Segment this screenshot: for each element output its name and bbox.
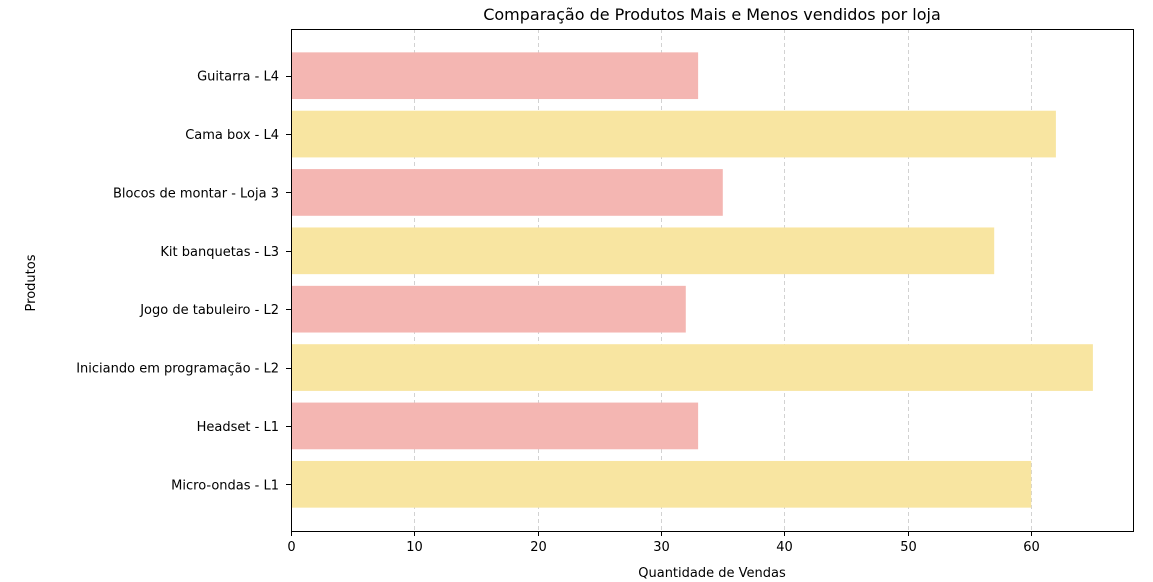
plot-frame	[291, 29, 1134, 532]
x-tick-label: 20	[530, 540, 547, 555]
bar	[291, 227, 995, 275]
x-tick-label: 0	[287, 540, 295, 555]
bar	[291, 344, 1093, 391]
bar	[291, 402, 699, 450]
bar	[291, 285, 686, 333]
x-tick-label: 10	[406, 540, 423, 555]
bars-layer	[291, 52, 1093, 508]
x-tick-label: 50	[900, 540, 917, 555]
ticks-layer: 0 10 20 30 40 50 60 Micro-ondas - L1 Headset - L…	[76, 70, 1040, 555]
x-tick-label: 30	[653, 540, 670, 555]
grid-layer	[291, 29, 1032, 531]
y-tick-label: Iniciando em programação - L2	[76, 362, 279, 377]
x-axis-title: Quantidade de Vendas	[638, 566, 786, 581]
y-tick-label: Micro-ondas - L1	[171, 478, 279, 493]
chart-title: Comparação de Produtos Mais e Menos vend…	[483, 5, 941, 24]
x-tick-label: 60	[1023, 540, 1040, 555]
y-axis-title: Produtos	[24, 254, 39, 311]
bar	[291, 460, 1032, 508]
y-tick-label: Kit banquetas - L3	[160, 245, 279, 260]
x-tick-label: 40	[776, 540, 793, 555]
y-tick-label: Headset - L1	[197, 420, 279, 435]
y-tick-label: Cama box - L4	[185, 128, 279, 143]
y-tick-label: Jogo de tabuleiro - L2	[139, 303, 279, 318]
bar	[291, 110, 1056, 158]
y-tick-label: Blocos de montar - Loja 3	[113, 186, 279, 201]
bar	[291, 52, 699, 100]
bar	[291, 169, 723, 216]
y-tick-label: Guitarra - L4	[197, 70, 279, 85]
